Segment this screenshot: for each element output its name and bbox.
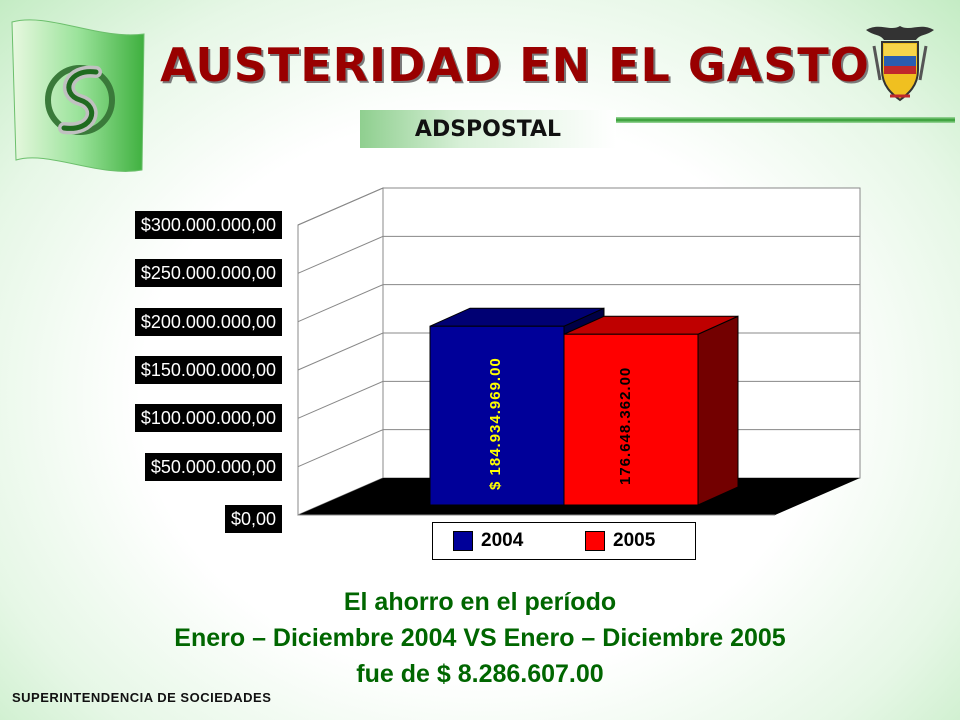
gridline-5 [297,235,860,274]
y-tick-label: $200.000.000,00 [134,307,282,336]
legend-swatch-2005 [585,531,605,551]
header-divider [580,117,955,123]
summary-line-1: El ahorro en el período [343,588,617,616]
footer-organization: SUPERINTENDENCIA DE SOCIEDADES [12,690,272,705]
bar-2005 [563,333,699,506]
coat-of-arms-icon [866,26,934,102]
bar-2005-side [697,315,739,506]
subtitle-bar [360,110,616,148]
y-tick-label: $50.000.000,00 [144,452,282,481]
gridline-6 [297,187,860,226]
legend-item-2004: 2004 [453,523,523,559]
legend-label-2004: 2004 [481,530,524,551]
data-label-2004: $ 184.934.969.00 [487,357,504,490]
chart-legend: 2004 2005 [432,522,696,560]
data-label-2005: 176.648.362.00 [617,367,634,485]
legend-item-2005: 2005 [585,523,655,559]
bar-2004 [429,325,565,506]
gridline-4 [297,284,860,323]
y-tick-label: $250.000.000,00 [134,259,282,288]
y-tick-label: $100.000.000,00 [134,404,282,433]
y-tick-label: $300.000.000,00 [134,211,282,239]
slide-title: AUSTERIDAD EN EL GASTO [160,38,870,92]
legend-swatch-2004 [453,531,473,551]
summary-line-2: Enero – Diciembre 2004 VS Enero – Diciem… [174,624,786,652]
y-tick-label: $0,00 [224,505,282,533]
legend-label-2005: 2005 [613,530,656,551]
slide-subtitle: ADSPOSTAL [414,117,562,142]
logo-flag-icon [11,19,145,172]
y-tick-label: $150.000.000,00 [134,356,282,384]
summary-line-3: fue de $ 8.286.607.00 [356,660,604,688]
